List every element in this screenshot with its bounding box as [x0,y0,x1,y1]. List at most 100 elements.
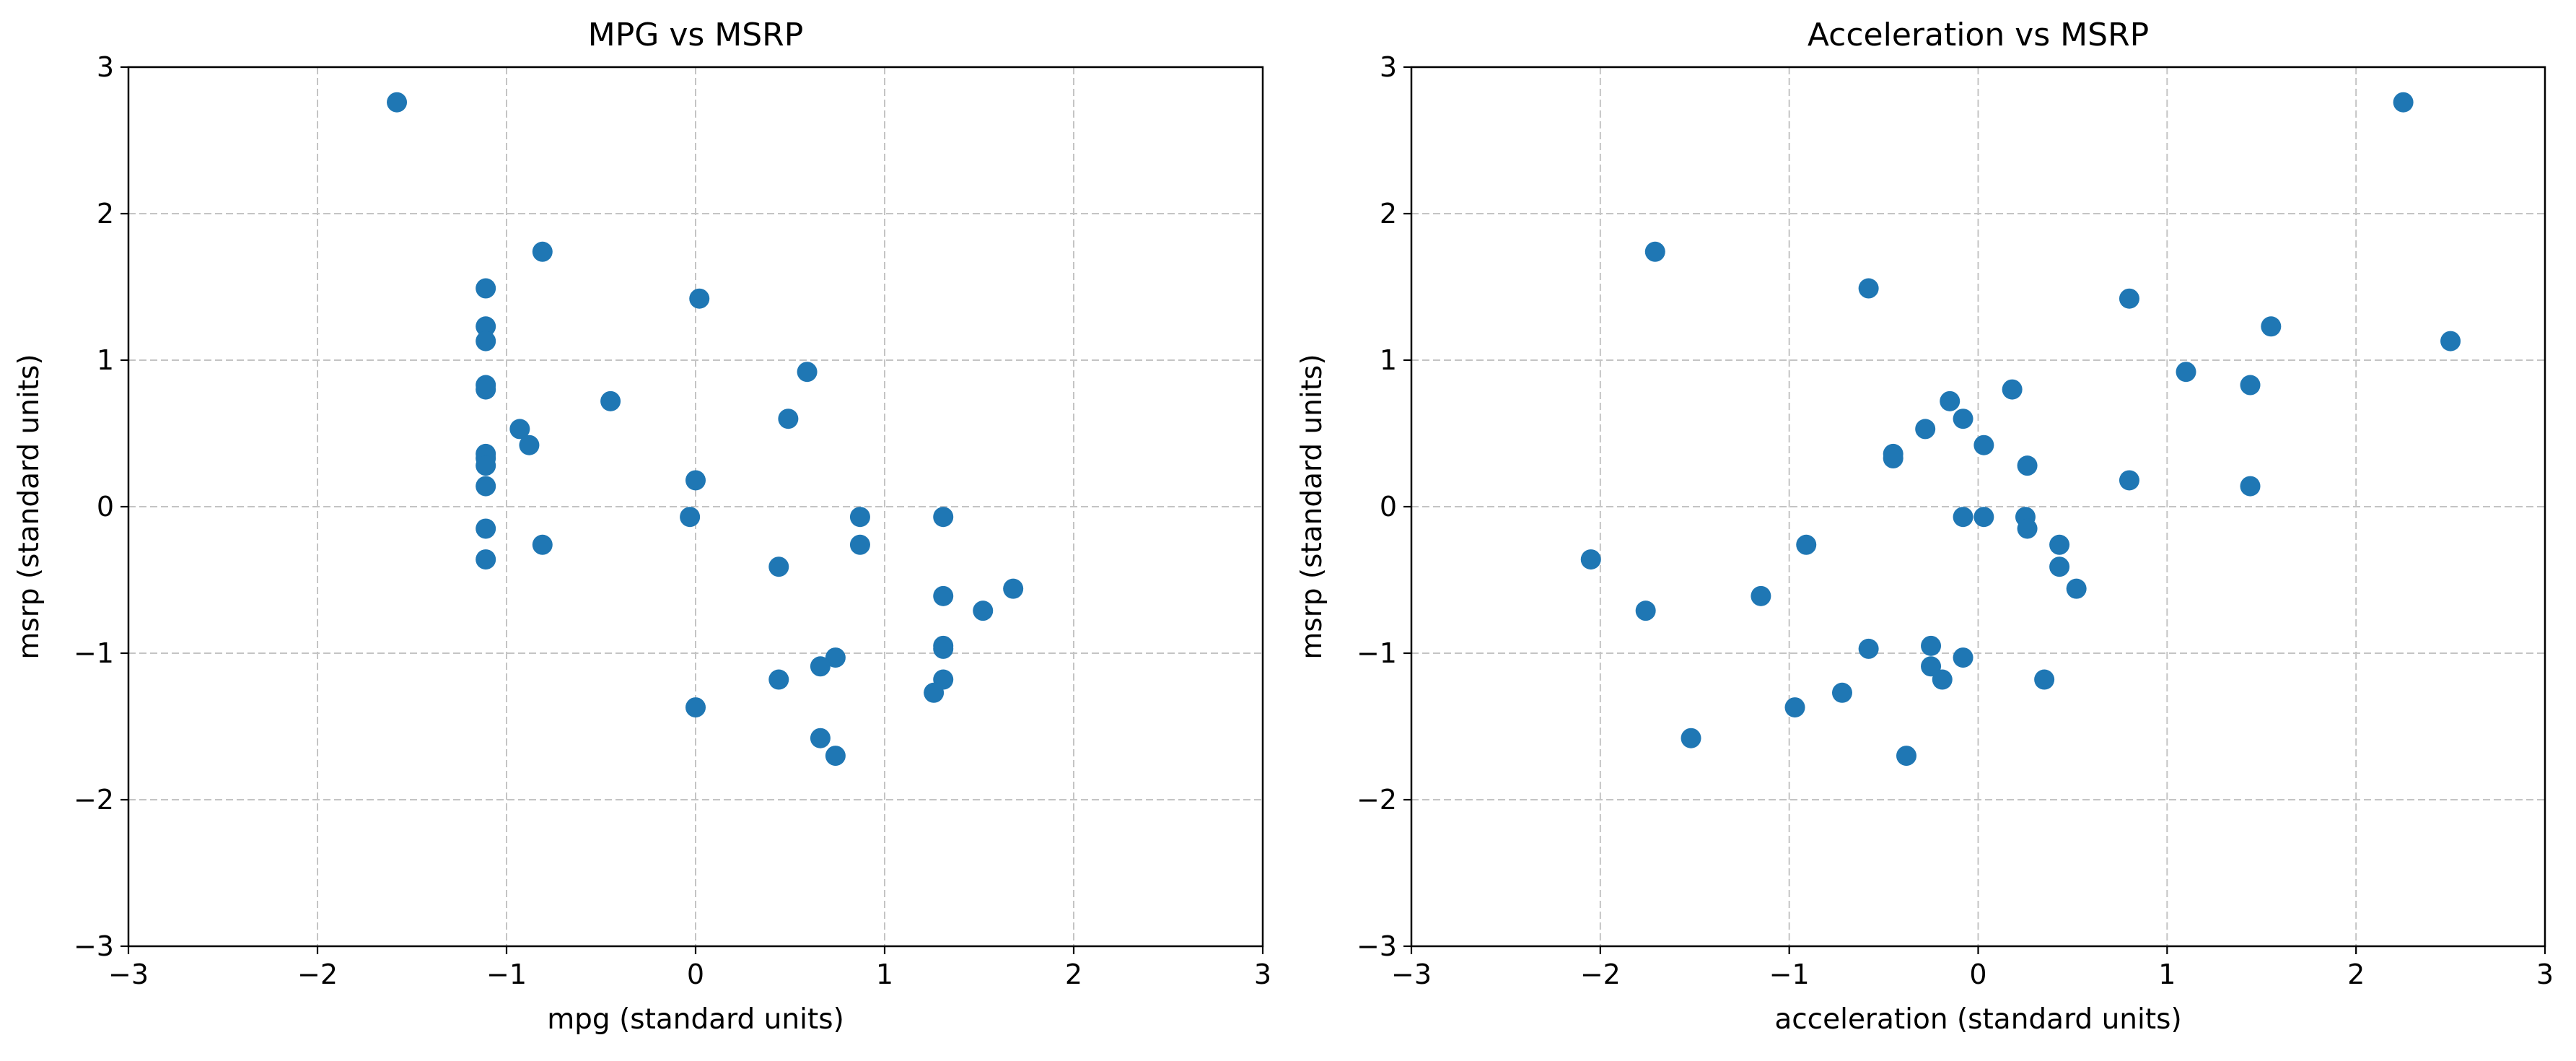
scatter-point [685,697,706,718]
scatter-point [1953,507,1973,528]
scatter-point [2240,476,2261,497]
ticks: −3 −2 −1 0 1 2 3 −3 −2 −1 0 1 2 3 [74,51,1271,990]
scatter-points [1580,92,2461,767]
scatter-point [476,278,496,299]
scatter-point [2393,92,2414,113]
scatter-point [680,507,701,528]
x-tick-label: 3 [1254,959,1271,990]
x-tick-label: 1 [876,959,893,990]
scatter-point [1921,656,1942,677]
x-tick-label: −3 [1391,959,1432,990]
scatter-point [2066,578,2087,599]
y-tick-label: 1 [1380,344,1397,376]
scatter-point [1953,409,1973,429]
scatter-point [924,682,945,703]
scatter-point [1858,638,1879,659]
scatter-point [1915,419,1936,440]
scatter-point [810,656,831,677]
scatter-point [2261,316,2282,337]
scatter-point [1681,728,1701,748]
scatter-point [476,549,496,570]
scatter-point [476,316,496,337]
y-tick-label: 3 [1380,51,1397,83]
scatter-point [2017,455,2038,476]
scatter-point [933,638,954,659]
scatter-point [933,507,954,528]
scatter-point [685,470,706,491]
scatter-point [778,409,799,429]
ticks: −3 −2 −1 0 1 2 3 −3 −2 −1 0 1 2 3 [1357,51,2554,990]
x-tick-label: 3 [2536,959,2554,990]
scatter-point [1883,448,1903,469]
scatter-point [1644,241,1665,262]
scatter-point [1580,549,1601,570]
scatter-point [476,455,496,476]
scatter-point [476,476,496,497]
scatter-point [2176,362,2196,383]
scatter-point [387,92,408,113]
y-tick-label: 0 [97,491,114,523]
scatter-point [2017,518,2038,539]
scatter-point [1953,647,1973,668]
scatter-point [1921,635,1942,656]
y-tick-label: 0 [1380,491,1397,523]
x-tick-label: −2 [297,959,338,990]
panel-acceleration-vs-msrp: −3 −2 −1 0 1 2 3 −3 −2 −1 0 1 2 3 Acceleration vs MSR… [1296,17,2554,1036]
x-tick-label: 0 [687,959,704,990]
scatter-point [1751,585,1771,606]
scatter-point [1784,697,1805,718]
y-tick-label: −3 [1357,930,1397,962]
scatter-point [1635,601,1656,621]
x-tick-label: 2 [2347,959,2365,990]
scatter-point [1003,578,1024,599]
y-axis-label: msrp (standard units) [13,354,45,659]
scatter-point [476,331,496,352]
scatter-point [2119,470,2139,491]
scatter-point [1932,669,1953,690]
scatter-point [2002,379,2023,400]
y-tick-label: −1 [74,637,114,669]
scatter-point [933,585,954,606]
scatter-point [1896,746,1917,767]
x-tick-label: −1 [486,959,527,990]
y-tick-label: 2 [1380,198,1397,230]
scatter-point [810,728,831,748]
x-tick-label: 1 [2158,959,2176,990]
x-tick-label: −2 [1580,959,1621,990]
scatter-point [476,379,496,400]
scatter-point [849,534,870,555]
scatter-point [1796,534,1817,555]
scatter-point [476,518,496,539]
panel-mpg-vs-msrp: −3 −2 −1 0 1 2 3 −3 −2 −1 0 1 2 3 MPG vs MSRP mpg (st… [13,17,1271,1036]
scatter-point [2034,669,2055,690]
scatter-point [797,362,818,383]
scatter-point [532,241,553,262]
scatter-point [519,435,540,455]
x-axis-label: mpg (standard units) [547,1003,844,1036]
scatter-point [689,288,710,309]
scatter-point [2049,534,2070,555]
scatter-point [2119,288,2139,309]
scatter-point [825,746,846,767]
scatter-point [1973,507,1994,528]
x-tick-label: −3 [108,959,149,990]
chart-title: MPG vs MSRP [588,17,804,53]
y-tick-label: 3 [97,51,114,83]
scatter-point [849,507,870,528]
scatter-point [1940,390,1961,411]
scatter-point [532,534,553,555]
scatter-point [600,390,621,411]
scatter-point [1973,435,1994,455]
y-axis-label: msrp (standard units) [1296,354,1328,659]
scatter-point [768,556,789,577]
y-tick-label: 1 [97,344,114,376]
y-tick-label: −2 [74,784,114,816]
scatter-point [2240,375,2261,396]
y-tick-label: 2 [97,198,114,230]
scatter-point [825,647,846,668]
scatter-point [2440,331,2461,352]
chart-title: Acceleration vs MSRP [1808,17,2149,53]
scatter-point [768,669,789,690]
x-tick-label: 0 [1969,959,1986,990]
